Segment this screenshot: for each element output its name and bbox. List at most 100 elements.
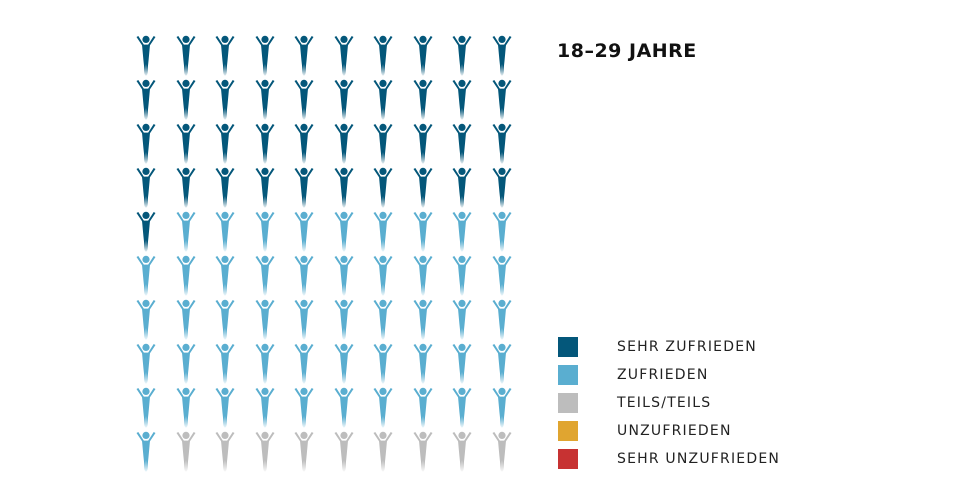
person-icon [373,211,393,252]
person-icon [492,35,511,76]
legend-item-sehr-unzufrieden: SEHR UNZUFRIEDEN [558,445,780,473]
person-icon [373,431,393,472]
person-icon [492,79,511,120]
person-icon [373,299,393,340]
person-icon [334,79,353,120]
person-icon [334,299,353,340]
person-icon [294,35,314,76]
person-icon [215,123,235,164]
person-icon [452,343,472,384]
legend-swatch [558,421,578,441]
person-icon [373,79,393,120]
person-icon [136,431,156,472]
person-icon [294,211,314,252]
person-icon [294,299,314,340]
person-icon [373,387,393,428]
person-icon [373,255,393,296]
person-icon [452,299,472,340]
person-icon [294,123,314,164]
person-icon [176,387,195,428]
person-icon [176,123,195,164]
legend-swatch [558,449,578,469]
chart-title: 18–29 JAHRE [557,40,697,62]
person-icon-grid [126,34,522,474]
person-icon [215,35,235,76]
person-icon [255,431,274,472]
person-icon [452,79,472,120]
person-icon [176,255,195,296]
person-icon [136,299,156,340]
person-icon [452,431,472,472]
person-icon [136,35,156,76]
person-icon [255,343,274,384]
person-icon [413,343,432,384]
person-icon [176,299,195,340]
person-icon [136,79,156,120]
person-icon [452,211,472,252]
legend-label: ZUFRIEDEN [617,367,709,383]
legend-label: TEILS/TEILS [617,395,712,411]
person-icon [136,211,156,252]
person-icon [136,255,156,296]
legend-swatch [558,365,578,385]
person-icon [255,211,274,252]
person-icon [413,431,432,472]
person-icon [215,255,235,296]
person-icon [294,255,314,296]
person-icon [413,211,432,252]
person-icon [373,167,393,208]
person-icon [176,211,195,252]
person-icon [452,123,472,164]
person-icon [492,211,511,252]
person-icon [255,167,274,208]
person-icon [413,387,432,428]
person-icon [176,79,195,120]
person-icon [255,79,274,120]
person-icon [334,343,353,384]
person-icon [294,79,314,120]
person-icon [136,343,156,384]
person-icon [492,299,511,340]
legend-swatch [558,337,578,357]
legend-label: UNZUFRIEDEN [617,423,732,439]
person-icon [136,387,156,428]
person-icon [373,123,393,164]
person-icon [334,431,353,472]
person-icon [294,167,314,208]
person-icon [334,35,353,76]
person-icon [413,255,432,296]
legend-item-zufrieden: ZUFRIEDEN [558,361,780,389]
person-icon [294,343,314,384]
person-icon [373,35,393,76]
person-icon [413,123,432,164]
person-icon [334,387,353,428]
person-icon [215,387,235,428]
person-icon [452,35,472,76]
person-icon [452,167,472,208]
person-icon [294,431,314,472]
person-icon [255,255,274,296]
person-icon [452,387,472,428]
person-icon [413,299,432,340]
person-icon [215,343,235,384]
person-icon [255,387,274,428]
person-icon [215,431,235,472]
person-icon [255,299,274,340]
person-icon [176,431,195,472]
person-icon [215,211,235,252]
legend-item-unzufrieden: UNZUFRIEDEN [558,417,780,445]
person-icon [413,79,432,120]
person-icon [373,343,393,384]
person-icon [294,387,314,428]
person-icon [492,255,511,296]
person-icon [452,255,472,296]
person-icon [413,167,432,208]
person-icon [255,123,274,164]
legend-item-teils-teils: TEILS/TEILS [558,389,780,417]
person-icon [255,35,274,76]
person-icon [413,35,432,76]
legend-item-sehr-zufrieden: SEHR ZUFRIEDEN [558,333,780,361]
person-icon [176,35,195,76]
person-icon [492,123,511,164]
person-icon [334,123,353,164]
